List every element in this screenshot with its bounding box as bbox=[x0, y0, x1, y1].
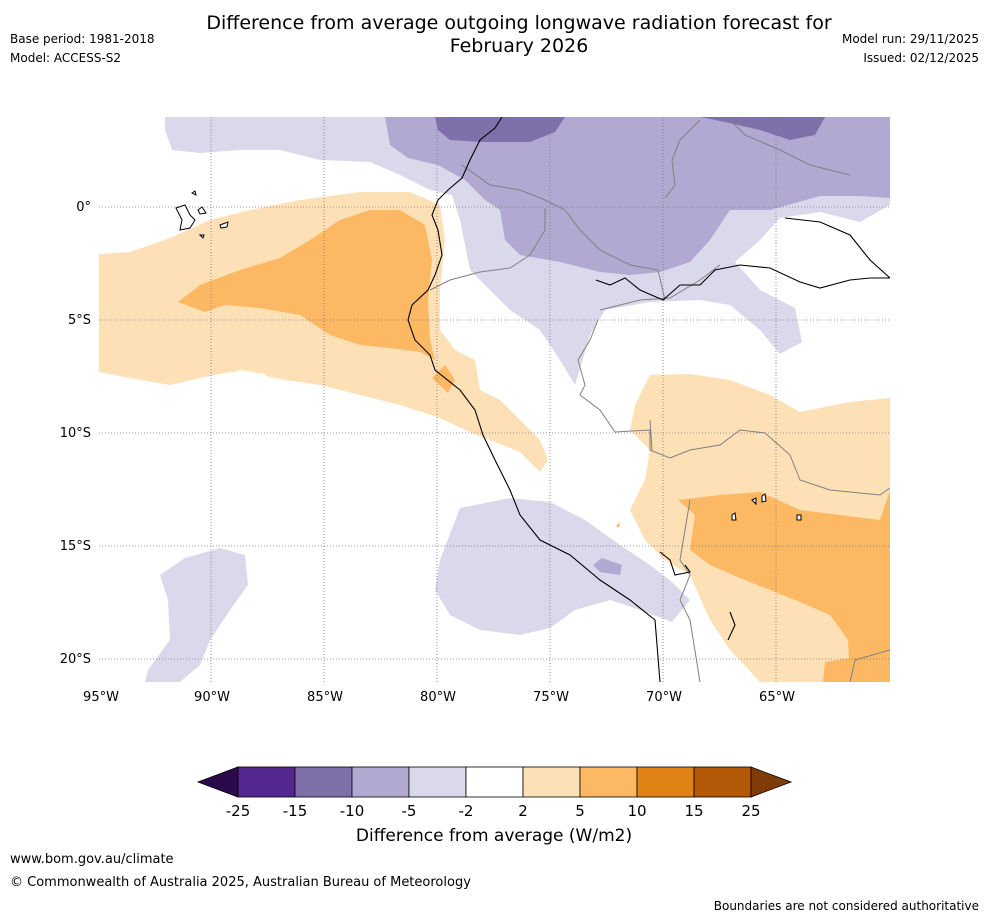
copyright-notice: © Commonwealth of Australia 2025, Austra… bbox=[10, 875, 471, 890]
region-neg2-southwest bbox=[145, 548, 248, 682]
region-neg10-northeast bbox=[700, 117, 825, 140]
colorbar-arrow-low bbox=[196, 766, 239, 798]
colorbar-bin-neg2-2 bbox=[465, 766, 524, 798]
colorbar-tick: -2 bbox=[459, 802, 474, 820]
colorbar-bin-10-15 bbox=[636, 766, 695, 798]
colorbar-bin-neg5-neg2 bbox=[408, 766, 467, 798]
axis-labels: 95°W 90°W 85°W 80°W 75°W 70°W 65°W 0° 5°… bbox=[60, 200, 795, 705]
website-link[interactable]: www.bom.gov.au/climate bbox=[10, 852, 174, 867]
colorbar-tick: -25 bbox=[226, 802, 251, 820]
lat-label-0: 0° bbox=[76, 200, 91, 215]
colorbar-bin-neg10-neg5 bbox=[351, 766, 410, 798]
colorbar-tick: 25 bbox=[741, 802, 760, 820]
galapagos-islands bbox=[175, 190, 229, 239]
lon-label-95w: 95°W bbox=[83, 690, 119, 705]
lon-label-90w: 90°W bbox=[194, 690, 230, 705]
title-line-2: February 2026 bbox=[449, 35, 589, 57]
base-period: Base period: 1981-2018 bbox=[10, 32, 155, 46]
region-pos5-small bbox=[616, 522, 620, 528]
region-neutral-cutout bbox=[228, 370, 275, 390]
lon-label-70w: 70°W bbox=[646, 690, 682, 705]
lon-label-65w: 65°W bbox=[759, 690, 795, 705]
boundaries-disclaimer: Boundaries are not considered authoritat… bbox=[713, 899, 979, 913]
colorbar bbox=[196, 766, 793, 798]
model-run: Model run: 29/11/2025 bbox=[841, 32, 979, 46]
colorbar-tick: 5 bbox=[575, 802, 585, 820]
anomaly-field bbox=[99, 117, 890, 682]
model-name: Model: ACCESS-S2 bbox=[10, 51, 122, 65]
lakes bbox=[731, 493, 802, 521]
colorbar-bin-2-5 bbox=[522, 766, 581, 798]
gridlines bbox=[99, 117, 890, 682]
region-pos5-east bbox=[678, 490, 890, 682]
lat-label-15s: 15°S bbox=[60, 539, 91, 554]
title-line-1: Difference from average outgoing longwav… bbox=[206, 12, 832, 34]
region-pos5-coast bbox=[432, 365, 455, 393]
colorbar-tick: 10 bbox=[627, 802, 646, 820]
colorbar-bin-neg25-neg15 bbox=[237, 766, 296, 798]
lat-label-20s: 20°S bbox=[60, 652, 91, 667]
colorbar-tick: 2 bbox=[518, 802, 528, 820]
colorbar-bin-5-10 bbox=[579, 766, 638, 798]
lat-label-5s: 5°S bbox=[68, 313, 91, 328]
region-neg10-north bbox=[435, 117, 565, 142]
country-borders bbox=[429, 119, 890, 682]
colorbar-bin-neg15-neg10 bbox=[294, 766, 353, 798]
region-pos5-west bbox=[178, 210, 435, 360]
colorbar-ticks: -25 -15 -10 -5 -2 2 5 10 15 25 bbox=[226, 802, 761, 820]
colorbar-bin-15-25 bbox=[693, 766, 752, 798]
lon-label-75w: 75°W bbox=[533, 690, 569, 705]
lon-label-80w: 80°W bbox=[420, 690, 456, 705]
region-neg5-south bbox=[593, 558, 622, 575]
colorbar-tick: -5 bbox=[402, 802, 417, 820]
region-neg2-south bbox=[435, 498, 690, 635]
colorbar-tick: -10 bbox=[340, 802, 365, 820]
colorbar-tick: 15 bbox=[684, 802, 703, 820]
colorbar-tick: -15 bbox=[283, 802, 308, 820]
region-neg5-north bbox=[385, 117, 890, 275]
colorbar-arrow-high bbox=[750, 766, 793, 798]
issued-date: Issued: 02/12/2025 bbox=[863, 51, 979, 65]
coastline bbox=[407, 117, 890, 682]
colorbar-label: Difference from average (W/m2) bbox=[355, 826, 633, 846]
lon-label-85w: 85°W bbox=[307, 690, 343, 705]
region-pos5-corner bbox=[823, 658, 860, 682]
page-title: Difference from average outgoing longwav… bbox=[150, 12, 888, 58]
lat-label-10s: 10°S bbox=[60, 426, 91, 441]
